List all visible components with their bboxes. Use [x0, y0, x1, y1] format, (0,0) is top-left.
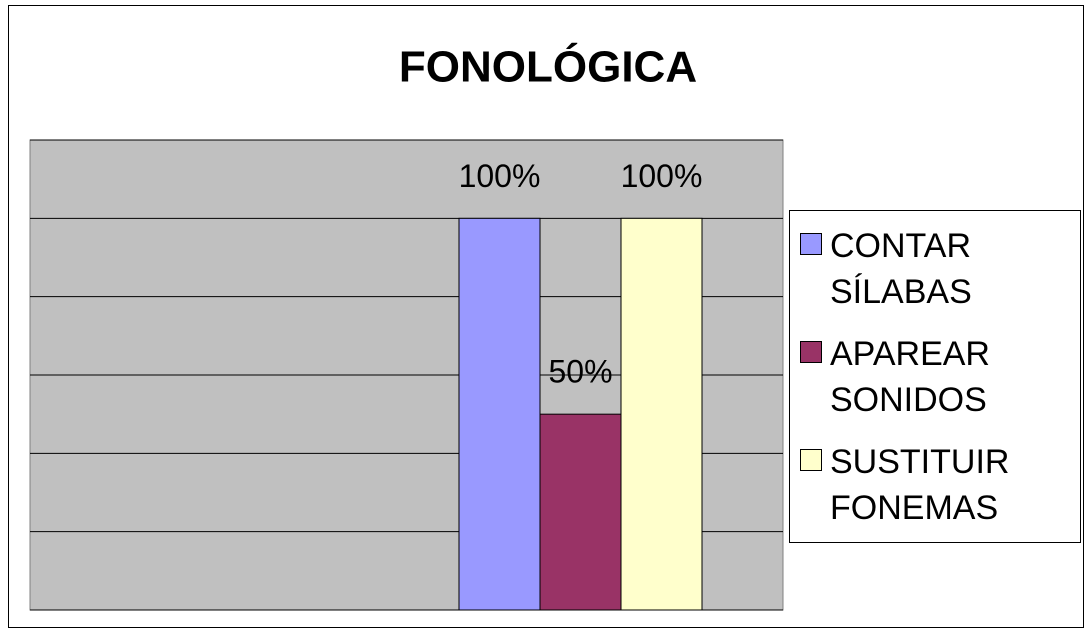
legend: CONTAR SÍLABAS APAREAR SONIDOS SUSTITUIR F… — [789, 210, 1081, 543]
legend-entry: SUSTITUIR FONEMAS — [800, 439, 1080, 531]
bar — [458, 217, 541, 611]
legend-swatch — [800, 233, 822, 255]
bar — [539, 413, 622, 611]
data-label: 50% — [548, 354, 612, 390]
legend-label: SUSTITUIR FONEMAS — [830, 443, 1010, 527]
legend-swatch — [800, 449, 822, 471]
legend-swatch — [800, 341, 822, 363]
data-label: 100% — [621, 158, 703, 194]
legend-entry: APAREAR SONIDOS — [800, 331, 1080, 423]
legend-entry: CONTAR SÍLABAS — [800, 223, 1080, 315]
legend-label: APAREAR SONIDOS — [830, 335, 990, 419]
bar — [620, 217, 703, 611]
data-label: 100% — [459, 158, 541, 194]
chart-title: FONOLÓGICA — [399, 42, 697, 92]
legend-label: CONTAR SÍLABAS — [830, 227, 972, 311]
